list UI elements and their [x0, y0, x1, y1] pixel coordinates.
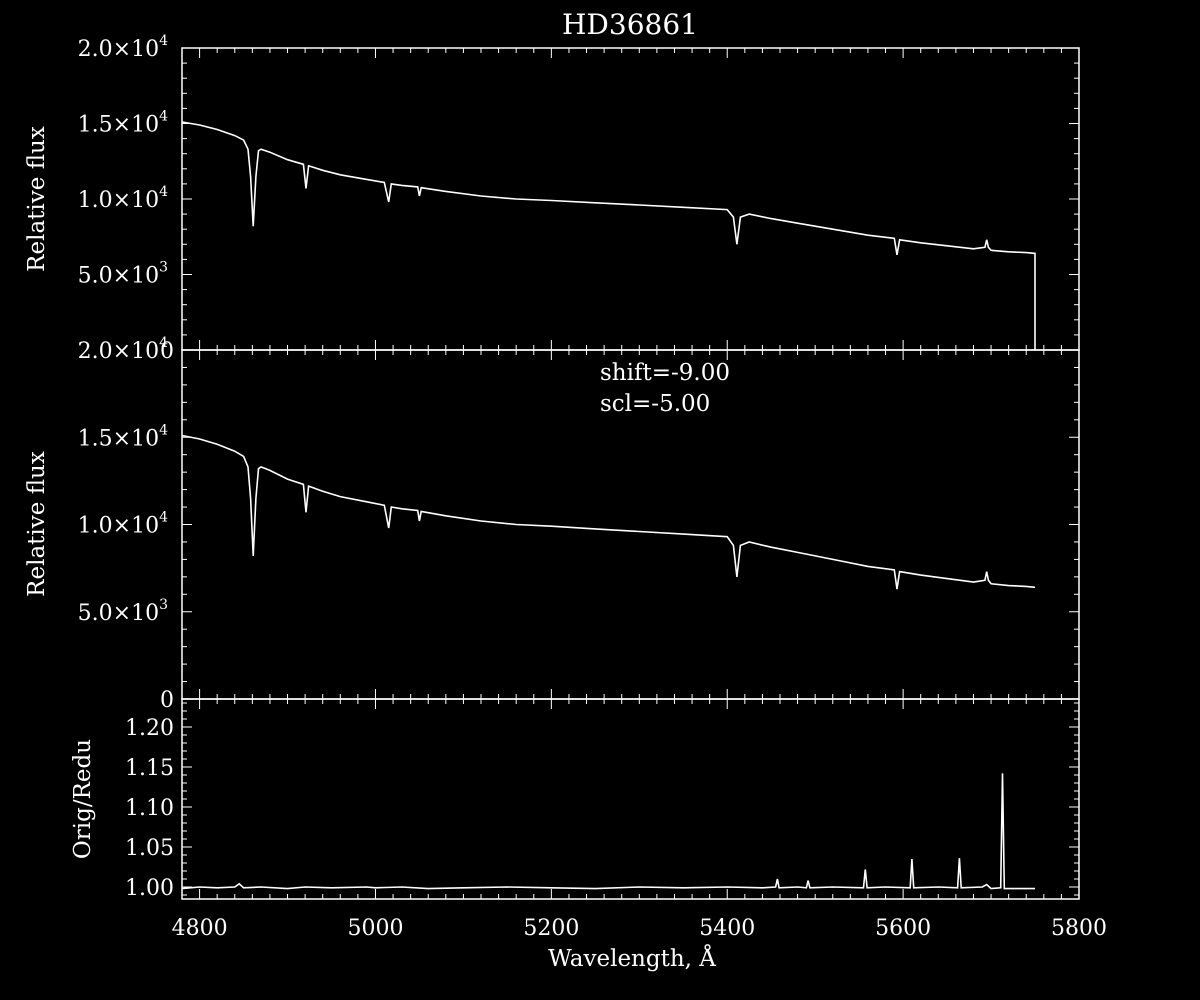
spectrum-line-panel-3 — [181, 773, 1035, 890]
y-tick-label: 2.0×104 — [78, 33, 168, 62]
y-tick-label: 1.15 — [125, 756, 174, 781]
panel-top-frame — [181, 47, 1080, 351]
y-tick-label: 1.00 — [125, 876, 174, 901]
x-axis-label: Wavelength, Å — [548, 944, 716, 972]
chart-title: HD36861 — [562, 8, 698, 41]
x-tick-label: 5200 — [523, 916, 579, 941]
y-tick-label: 1.0×104 — [78, 184, 168, 213]
y-tick-label: 1.5×104 — [78, 422, 168, 451]
y-tick-label: 5.0×103 — [78, 597, 168, 626]
spectrum-line-panel-1 — [181, 121, 1036, 350]
y-tick-label: 1.05 — [125, 836, 174, 861]
panel-bottom-frame — [181, 698, 1080, 900]
spectrum-line-panel-2 — [181, 434, 1036, 590]
x-tick-label: 5800 — [1051, 916, 1107, 941]
x-tick-label: 5000 — [347, 916, 403, 941]
x-tick-label: 5600 — [875, 916, 931, 941]
x-tick-label: 5400 — [699, 916, 755, 941]
annotation-shift: shift=-9.00 — [600, 360, 730, 386]
y-tick-label: 1.10 — [125, 796, 174, 821]
y-tick-label: 0 — [160, 688, 174, 713]
annotation-scl: scl=-5.00 — [600, 391, 710, 417]
y-axis-label-middle: Relative flux — [24, 451, 50, 597]
y-tick-label: 1.20 — [125, 716, 174, 741]
y-tick-label: 1.0×104 — [78, 510, 168, 539]
axis-ticks — [182, 47, 1080, 899]
x-tick-label: 4800 — [172, 916, 228, 941]
y-tick-label: 1.5×104 — [78, 109, 168, 138]
spectrum-series — [181, 121, 1036, 890]
y-axis-label-top: Relative flux — [24, 126, 50, 272]
y-tick-label: 0 — [160, 339, 174, 364]
tick-labels: 05.0×1031.0×1041.5×1042.0×10405.0×1031.0… — [78, 33, 1107, 941]
y-axis-label-bottom: Orig/Redu — [70, 739, 96, 859]
y-tick-label: 5.0×103 — [78, 260, 168, 289]
y-tick-label: 2.0×104 — [78, 335, 168, 364]
